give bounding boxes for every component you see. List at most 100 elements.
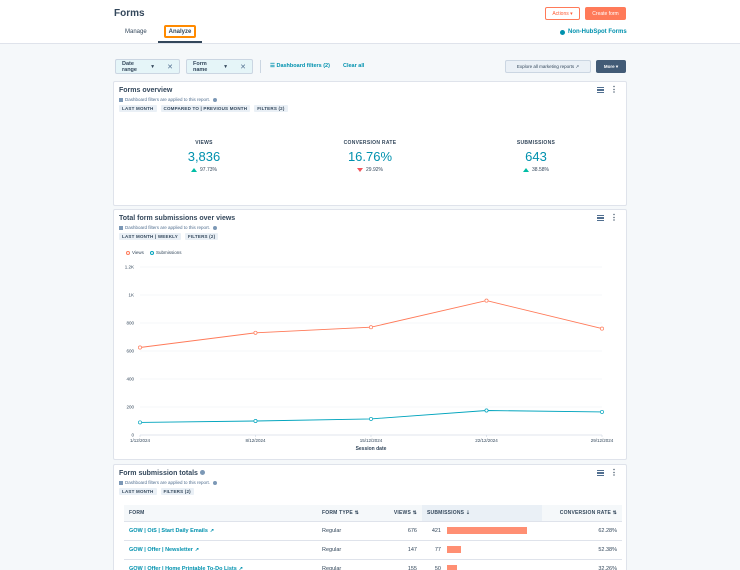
info-icon[interactable] [199,470,205,475]
y-tick-label: 1K [128,293,134,298]
line-chart: 0 200 400 600 800 1K 1.2K 1/12/2024 8/12/2024 15/… [125,265,614,453]
kpi-change-value: 38.58% [532,167,549,173]
card-title-text: Form submission totals [119,470,198,477]
table-row[interactable]: GOW | OiS | Start Daily Emails ↗ Regular 67… [124,521,622,541]
table-row[interactable]: GOW | Offer | Home Printable To-Do Lists… [124,559,622,570]
sort-desc-icon: ⇣ [465,509,471,516]
tag: LAST MONTH [119,488,157,495]
form-type-cell: Regular [317,540,382,560]
kpi-change: 29.92% [310,167,430,173]
info-icon[interactable] [213,225,218,230]
form-name-link[interactable]: GOW | OiS | Start Daily Emails ↗ [124,521,317,541]
page-title: Forms [114,8,145,19]
dashboard-filters-button[interactable]: ☰ Dashboard filters (2) [270,63,330,69]
actions-button[interactable]: Actions ▾ [545,7,580,20]
applied-note-text: Dashboard filters are applied to this re… [125,480,211,485]
submissions-bar [447,546,462,553]
y-tick-label: 400 [126,377,134,382]
close-icon[interactable]: ✕ [167,63,173,71]
column-header-views[interactable]: VIEWS ⇅ [382,505,422,522]
info-icon[interactable] [213,480,218,485]
tab-analyze[interactable]: Analyze [164,25,196,38]
x-tick-label: 1/12/2024 [130,438,151,443]
filter-icon [119,480,123,485]
form-name-label: Form name [193,60,208,73]
data-point [600,409,604,414]
divider [260,60,261,73]
form-submission-totals-card: Form submission totals Dashboard filters… [113,464,627,570]
kpi-change: 38.58% [476,167,596,173]
column-label: VIEWS [393,509,412,516]
column-header-form[interactable]: FORM [124,505,317,522]
more-options-icon[interactable]: ⋮ [610,85,618,94]
report-tags: LAST MONTH FILTERS (2) [119,488,194,495]
form-name-link[interactable]: GOW | Offer | Home Printable To-Do Lists… [124,559,317,570]
tag: FILTERS (2) [184,233,219,240]
legend-item[interactable]: Submissions [149,250,181,255]
table-row[interactable]: GOW | Offer | Newsletter ↗ Regular 147 77 52.… [124,540,622,560]
column-header-form-type[interactable]: FORM TYPE ⇅ [317,505,382,522]
x-tick-label: 15/12/2024 [360,438,383,443]
legend-item[interactable]: Views [126,250,144,255]
report-tags: LAST MONTH COMPARED TO | PREVIOUS MONTH … [119,105,288,112]
forms-overview-card: Forms overview Dashboard filters are app… [113,81,627,206]
more-options-icon[interactable]: ⋮ [610,468,618,477]
external-link-icon: ↗ [194,546,200,553]
series-line-views [139,300,603,348]
tab-manage[interactable]: Manage [125,29,147,35]
x-tick-label: 29/12/2024 [591,438,614,443]
tag: FILTERS (2) [254,105,288,112]
kpi-views: VIEWS 3,836 97.73% [144,140,264,173]
explore-reports-label: Explore all marketing reports [516,64,575,69]
submissions-value: 77 [434,546,441,553]
trend-up-icon [523,168,530,172]
close-icon[interactable]: ✕ [240,63,246,71]
table-header-row: FORM FORM TYPE ⇅ VIEWS ⇅ SUBMISSIONS ⇣ C… [124,505,622,522]
legend-dot [149,250,154,255]
report-tags: LAST MONTH | WEEKLY FILTERS (2) [119,233,219,240]
non-hubspot-forms-link[interactable]: Non-HubSpot Forms [560,29,627,35]
card-actions: ⋮ [597,85,618,94]
data-point [369,325,373,330]
clear-all-button[interactable]: Clear all [343,63,365,69]
more-button[interactable]: More ▾ [596,60,626,73]
y-tick-label: 600 [126,349,134,354]
tag: COMPARED TO | PREVIOUS MONTH [160,105,251,112]
column-header-conversion-rate[interactable]: CONVERSION RATE ⇅ [542,505,622,522]
applied-note: Dashboard filters are applied to this re… [119,480,218,485]
card-title: Total form submissions over views [119,215,236,222]
settings-icon[interactable] [597,470,604,476]
info-icon[interactable] [213,97,218,102]
kpi-value: 16.76% [347,149,393,164]
applied-note: Dashboard filters are applied to this re… [119,97,218,102]
y-tick-label: 200 [126,405,134,410]
more-options-icon[interactable]: ⋮ [610,213,618,222]
submissions-over-views-card: Total form submissions over views Dashbo… [113,209,627,460]
data-point [484,298,489,303]
active-tab-indicator [158,41,202,43]
form-name: GOW | OiS | Start Daily Emails [129,527,208,534]
explore-reports-button[interactable]: Explore all marketing reports ↗ [505,60,591,73]
settings-icon[interactable] [597,215,604,221]
settings-icon[interactable] [597,87,604,93]
card-title: Forms overview [119,87,173,94]
date-range-filter[interactable]: Date range ▼ ✕ [115,59,180,74]
sort-icon: ⇅ [612,509,617,516]
column-label: CONVERSION RATE [559,509,612,516]
applied-note-text: Dashboard filters are applied to this re… [125,225,211,230]
submissions-cell: 421 [422,521,542,541]
column-header-submissions[interactable]: SUBMISSIONS ⇣ [422,505,542,522]
data-point [138,345,142,350]
create-form-button[interactable]: Create form [585,7,626,20]
submissions-cell: 77 [422,540,542,560]
kpi-change-value: 97.73% [200,167,217,173]
form-name-link[interactable]: GOW | Offer | Newsletter ↗ [124,540,317,560]
trend-down-icon [357,168,364,172]
submissions-bar [447,565,457,570]
form-name-filter[interactable]: Form name ▼ ✕ [186,59,253,74]
data-point [253,419,258,423]
y-tick-label: 800 [126,321,134,326]
filter-icon [119,225,123,230]
data-point [253,330,258,335]
kpi-submissions: SUBMISSIONS 643 38.58% [476,140,596,173]
